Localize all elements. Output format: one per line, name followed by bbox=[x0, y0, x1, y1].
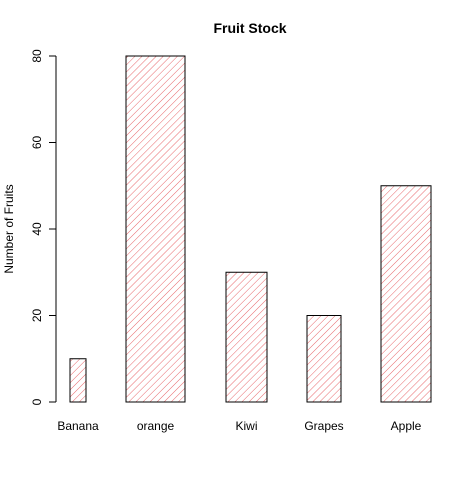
x-tick-label-apple: Apple bbox=[391, 419, 422, 433]
y-tick-label: 60 bbox=[30, 136, 44, 150]
bar-orange bbox=[125, 55, 186, 403]
x-tick-label-orange: orange bbox=[137, 419, 175, 433]
x-tick-label-banana: Banana bbox=[57, 419, 99, 433]
y-tick-label: 0 bbox=[30, 398, 44, 405]
y-tick-label: 20 bbox=[30, 309, 44, 323]
x-tick-label-kiwi: Kiwi bbox=[235, 419, 257, 433]
x-tick-label-grapes: Grapes bbox=[304, 419, 343, 433]
bar-banana bbox=[69, 358, 87, 403]
bar-kiwi bbox=[225, 271, 268, 403]
y-tick-label: 80 bbox=[30, 49, 44, 63]
y-axis-label: Number of Fruits bbox=[2, 184, 16, 273]
x-tick-labels: Banana orange Kiwi Grapes Apple bbox=[57, 419, 421, 433]
y-tick-label: 40 bbox=[30, 222, 44, 236]
y-axis: 0 20 40 60 80 bbox=[30, 49, 57, 405]
bar-apple bbox=[380, 185, 432, 403]
chart-title: Fruit Stock bbox=[213, 20, 286, 36]
bar-grapes bbox=[306, 315, 342, 403]
bars-group bbox=[69, 55, 432, 403]
